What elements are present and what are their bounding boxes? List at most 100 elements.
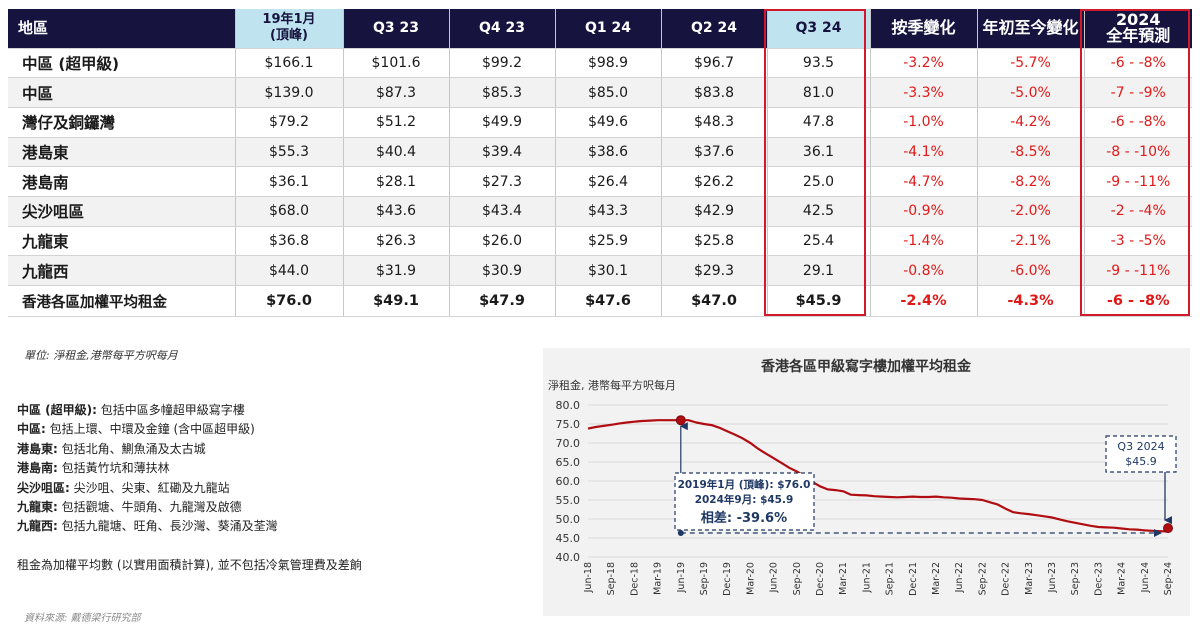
x-tick-label: Sep-19 bbox=[699, 562, 710, 595]
x-tick-label: Jun-23 bbox=[1047, 562, 1058, 593]
table-row: 九龍西 $44.0 $31.9 $30.9 $30.1 $29.3 29.1 -0.8% -6.… bbox=[8, 255, 1192, 286]
cell-peak: $79.2 bbox=[235, 107, 344, 138]
cell-q2-24: $37.6 bbox=[661, 137, 768, 168]
definition-desc: 包括上環、中環及金鐘 (含中區超甲級) bbox=[45, 422, 255, 437]
cell-q3-23: $51.2 bbox=[343, 107, 450, 138]
table-row: 港島南 $36.1 $28.1 $27.3 $26.4 $26.2 25.0 -4.7% -8.… bbox=[8, 166, 1192, 197]
cell-district: 灣仔及銅鑼灣 bbox=[8, 107, 236, 138]
cell-q4-23: $30.9 bbox=[449, 255, 556, 286]
x-tick-label: Dec-20 bbox=[815, 562, 826, 596]
x-tick-label: Dec-22 bbox=[1001, 562, 1012, 596]
peak-annotation-line1: 2019年1月 (頂峰): $76.0 bbox=[678, 478, 811, 491]
cell-district: 九龍西 bbox=[8, 255, 236, 286]
x-tick-label: Jun-19 bbox=[676, 562, 687, 593]
definition-term: 尖沙咀區: bbox=[17, 480, 70, 495]
cell-forecast: -3 - -5% bbox=[1084, 226, 1192, 257]
cell-district: 香港各區加權平均租金 bbox=[8, 285, 236, 317]
cell-district: 中區 bbox=[8, 77, 236, 108]
table-row: 中區 (超甲級) $166.1 $101.6 $99.2 $98.9 $96.7 93.5-… bbox=[8, 48, 1192, 79]
x-tick-label: Sep-21 bbox=[885, 562, 896, 595]
cell-q2-24: $29.3 bbox=[661, 255, 768, 286]
cell-qoq: -3.2% bbox=[870, 48, 978, 79]
cell-qoq: -0.8% bbox=[870, 255, 978, 286]
cell-district: 港島東 bbox=[8, 137, 236, 168]
cell-q3-24: 25.0 bbox=[767, 166, 871, 197]
header-forecast-line1: 2024 bbox=[1115, 10, 1161, 30]
cell-q4-23: $99.2 bbox=[449, 48, 556, 79]
cell-q1-24: $98.9 bbox=[555, 48, 662, 79]
definition-item: 港島南: 包括黃竹坑和薄扶林 bbox=[17, 459, 278, 478]
cell-ytd: -2.1% bbox=[977, 226, 1085, 257]
cell-q1-24: $43.3 bbox=[555, 196, 662, 227]
cell-ytd: -4.3% bbox=[977, 285, 1085, 317]
table-row: 灣仔及銅鑼灣 $79.2 $51.2 $49.9 $49.6 $48.3 47.8 -1.0%… bbox=[8, 107, 1192, 138]
table-row: 尖沙咀區 $68.0 $43.6 $43.4 $43.3 $42.9 42.5 -0.9% -2… bbox=[8, 196, 1192, 227]
definition-item: 港島東: 包括北角、鰂魚涌及太古城 bbox=[17, 440, 278, 459]
cell-q4-23: $49.9 bbox=[449, 107, 556, 138]
cell-peak: $68.0 bbox=[235, 196, 344, 227]
definition-desc: 包括黃竹坑和薄扶林 bbox=[57, 461, 170, 476]
y-tick-label: 40.0 bbox=[556, 551, 581, 564]
definition-desc: 包括北角、鰂魚涌及太古城 bbox=[57, 441, 206, 456]
cell-q2-24: $48.3 bbox=[661, 107, 768, 138]
y-tick-label: 65.0 bbox=[556, 456, 581, 469]
x-tick-label: Dec-21 bbox=[908, 562, 919, 596]
cell-peak: $55.3 bbox=[235, 137, 344, 168]
cell-q3-24: 47.8 bbox=[767, 107, 871, 138]
cell-q3-23: $28.1 bbox=[343, 166, 450, 197]
definition-item: 中區 (超甲級): 包括中區多幢超甲級寫字樓 bbox=[17, 401, 278, 420]
cell-district: 尖沙咀區 bbox=[8, 196, 236, 227]
header-q1-24: Q1 24 bbox=[555, 9, 662, 49]
y-axis: 40.0 45.0 50.0 55.0 60.0 65.0 70.0 75.0 80.0 bbox=[556, 399, 1168, 564]
cell-qoq: -1.4% bbox=[870, 226, 978, 257]
x-tick-label: Sep-23 bbox=[1070, 562, 1081, 595]
peak-annotation-line3: 相差: -39.6% bbox=[701, 510, 787, 526]
cell-district: 九龍東 bbox=[8, 226, 236, 257]
x-tick-label: Sep-20 bbox=[792, 562, 803, 595]
header-q2-24: Q2 24 bbox=[661, 9, 768, 49]
x-tick-label: Mar-22 bbox=[931, 562, 942, 595]
header-forecast-line2: 全年預測 bbox=[1106, 26, 1171, 46]
definition-term: 港島東: bbox=[17, 441, 58, 456]
x-tick-label: Mar-19 bbox=[653, 562, 664, 595]
cell-q3-24: 42.5 bbox=[767, 196, 871, 227]
cell-qoq: -3.3% bbox=[870, 77, 978, 108]
y-tick-label: 80.0 bbox=[556, 399, 581, 412]
district-definitions: 中區 (超甲級): 包括中區多幢超甲級寫字樓 中區: 包括上環、中環及金鐘 (含中… bbox=[17, 401, 278, 537]
cell-forecast: -9 - -11% bbox=[1084, 166, 1192, 197]
table-total-row: 香港各區加權平均租金 $76.0 $49.1 $47.9 $47.6 $47.0 $45.9… bbox=[8, 285, 1192, 317]
cell-forecast: -9 - -11% bbox=[1084, 255, 1192, 286]
cell-ytd: -2.0% bbox=[977, 196, 1085, 227]
cell-ytd: -5.0% bbox=[977, 77, 1085, 108]
cell-q2-24: $96.7 bbox=[661, 48, 768, 79]
y-tick-label: 75.0 bbox=[556, 418, 581, 431]
header-peak: 19年1月 (頂峰) bbox=[235, 9, 344, 49]
cell-q3-24: $45.9 bbox=[767, 285, 871, 317]
definition-desc: 尖沙咀、尖東、紅磡及九龍站 bbox=[69, 480, 230, 495]
cell-q3-23: $87.3 bbox=[343, 77, 450, 108]
cell-ytd: -8.5% bbox=[977, 137, 1085, 168]
cell-q1-24: $25.9 bbox=[555, 226, 662, 257]
header-qoq: 按季變化 bbox=[870, 9, 978, 49]
x-tick-label: Jun-18 bbox=[583, 562, 594, 593]
cell-peak: $139.0 bbox=[235, 77, 344, 108]
table-row: 九龍東 $36.8 $26.3 $26.0 $25.9 $25.8 25.4 -1.4% -2.… bbox=[8, 226, 1192, 257]
x-tick-label: Mar-20 bbox=[745, 562, 756, 595]
header-ytd: 年初至今變化 bbox=[977, 9, 1085, 49]
cell-ytd: -4.2% bbox=[977, 107, 1085, 138]
cell-ytd: -6.0% bbox=[977, 255, 1085, 286]
y-tick-label: 70.0 bbox=[556, 437, 581, 450]
cell-q3-23: $40.4 bbox=[343, 137, 450, 168]
source-note: 資料來源: 戴德梁行研究部 bbox=[24, 613, 141, 624]
cell-q1-24: $85.0 bbox=[555, 77, 662, 108]
x-tick-label: Dec-18 bbox=[629, 562, 640, 596]
x-tick-label: Jun-21 bbox=[861, 562, 872, 593]
cell-peak: $36.8 bbox=[235, 226, 344, 257]
cell-qoq: -1.0% bbox=[870, 107, 978, 138]
cell-q1-24: $26.4 bbox=[555, 166, 662, 197]
cell-forecast: -2 - -4% bbox=[1084, 196, 1192, 227]
cell-q3-24: 29.1 bbox=[767, 255, 871, 286]
cell-q3-24: 93.5 bbox=[767, 48, 871, 79]
baseline-dot bbox=[677, 530, 684, 536]
cell-forecast: -8 - -10% bbox=[1084, 137, 1192, 168]
